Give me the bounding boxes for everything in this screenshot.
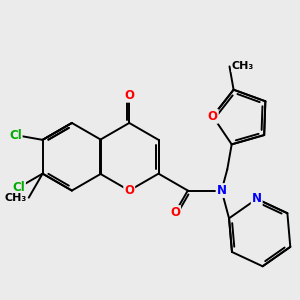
Text: O: O <box>124 89 134 102</box>
Text: Cl: Cl <box>9 128 22 142</box>
Text: N: N <box>252 192 262 206</box>
Text: CH₃: CH₃ <box>4 193 26 203</box>
Text: Cl: Cl <box>12 181 25 194</box>
Text: O: O <box>208 110 218 123</box>
Text: O: O <box>170 206 180 219</box>
Text: N: N <box>217 184 226 197</box>
Text: O: O <box>124 184 134 197</box>
Text: CH₃: CH₃ <box>232 61 254 71</box>
